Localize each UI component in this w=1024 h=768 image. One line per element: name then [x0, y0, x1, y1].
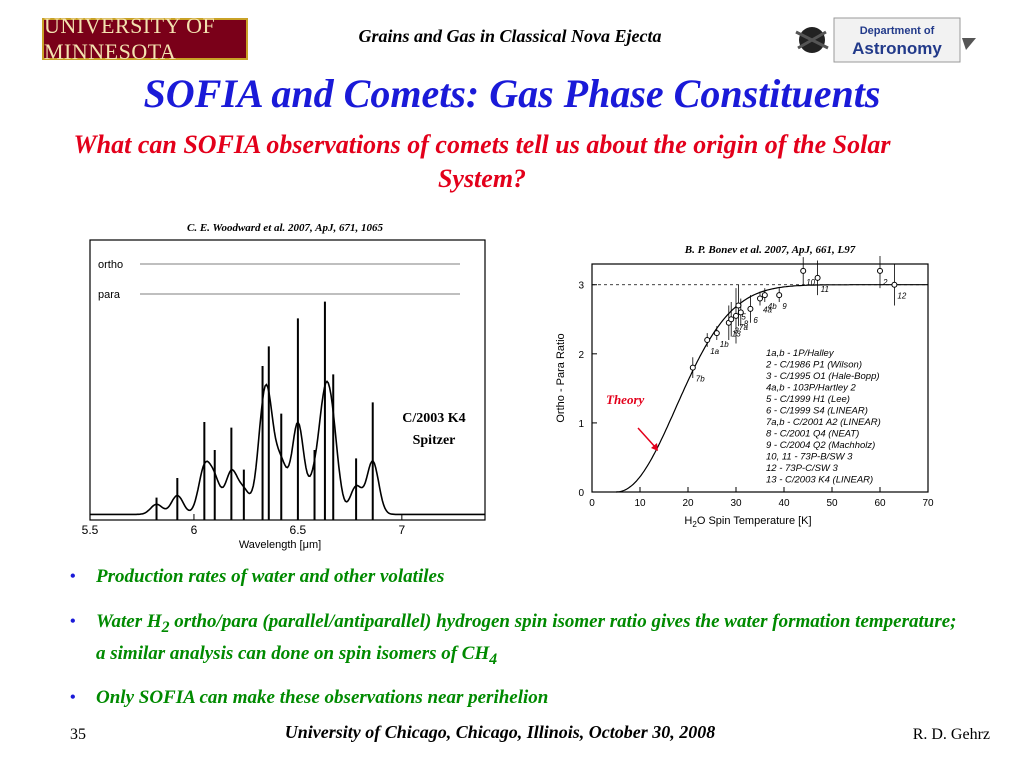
- ratio-data-point: [704, 337, 711, 343]
- footer-venue: University of Chicago, Chicago, Illinois…: [284, 722, 716, 742]
- bullet-icon: •: [70, 689, 76, 706]
- spectrum-row-label: ortho: [98, 259, 123, 271]
- ratio-legend-entry: 9 - C/2004 Q2 (Machholz): [766, 440, 875, 451]
- spectrum-annotation: C/2003 K4 Spitzer: [384, 408, 484, 452]
- ratio-legend-entry: 4a,b - 103P/Hartley 2: [766, 383, 856, 394]
- bullet-icon: •: [70, 568, 76, 585]
- ratio-x-tick-label: 60: [874, 498, 886, 509]
- ratio-point-label: 8: [744, 319, 749, 328]
- ratio-point-label: 13: [732, 330, 741, 339]
- header-title: Grains and Gas in Classical Nova Ejecta: [358, 26, 662, 46]
- spectrum-chart: ortho para 5.5 6 6.5 7 Wavelength [μm]: [82, 239, 486, 551]
- footer-author: R. D. Gehrz: [912, 726, 990, 743]
- ratio-legend-entry: 2 - C/1986 P1 (Wilson): [765, 360, 862, 371]
- ratio-legend-entry: 8 - C/2001 Q4 (NEAT): [766, 429, 859, 440]
- ratio-point-label: 7b: [696, 375, 705, 384]
- right-figure-citation: B. P. Bonev et al. 2007, ApJ, 661, L97: [684, 244, 856, 256]
- slide-title: SOFIA and Comets: Gas Phase Constituents: [143, 71, 881, 116]
- university-logo: UNIVERSITY OF MINNESOTA: [42, 13, 248, 64]
- ratio-point-label: 6: [753, 316, 758, 325]
- ratio-data-point: [728, 316, 735, 323]
- spectrum-x-tick-label: 6: [191, 523, 198, 537]
- ratio-point-label: 2: [882, 278, 888, 287]
- bullet-text: Water H2 ortho/para (parallel/antiparall…: [96, 611, 957, 668]
- ratio-data-point: [735, 302, 742, 309]
- left-figure-citation: C. E. Woodward et al. 2007, ApJ, 671, 10…: [187, 222, 383, 234]
- ratio-data-point: [689, 364, 696, 371]
- ratio-legend-entry: 6 - C/1999 S4 (LINEAR): [766, 406, 868, 417]
- ratio-y-tick-label: 3: [578, 281, 584, 292]
- ratio-point-label: 7a: [739, 323, 748, 332]
- ratio-x-tick-label: 0: [589, 498, 595, 509]
- ratio-data-point: [800, 267, 807, 274]
- logo-line1: Department of: [860, 25, 935, 37]
- ratio-y-axis-label: Ortho - Para Ratio: [555, 333, 567, 422]
- ratio-legend-entry: 13 - C/2003 K4 (LINEAR): [766, 475, 873, 486]
- spectrum-x-tick-label: 5.5: [82, 523, 99, 537]
- spectrum-x-tick-label: 7: [398, 523, 405, 537]
- ratio-legend-entry: 12 - 73P-C/SW 3: [766, 463, 839, 474]
- ratio-data-point: [747, 305, 754, 312]
- ratio-point-label: 10: [806, 278, 815, 287]
- spectrum-frame: [89, 239, 486, 521]
- university-logo-text: UNIVERSITY OF MINNESOTA: [44, 13, 216, 64]
- spectrum-x-axis-label: Wavelength [μm]: [239, 539, 321, 551]
- ratio-data-point: [877, 267, 883, 274]
- spectrum-x-tick-label: 6.5: [290, 523, 307, 537]
- ratio-x-axis-label: H2O Spin Temperature [K]: [684, 515, 811, 529]
- ratio-data-point: [733, 312, 739, 319]
- ratio-data-point: [761, 292, 768, 299]
- ratio-legend-entry: 7a,b - C/2001 A2 (LINEAR): [766, 417, 881, 428]
- ratio-point-label: 4a: [763, 306, 772, 315]
- theory-curve: [615, 284, 928, 493]
- ratio-x-tick-label: 40: [778, 498, 790, 509]
- ratio-data-point: [814, 274, 821, 281]
- ratio-data-point: [891, 281, 898, 288]
- ratio-point-label: 4b: [768, 302, 777, 311]
- ratio-data-point: [757, 295, 763, 302]
- spectrum-row-label: para: [98, 289, 121, 301]
- ratio-x-tick-label: 20: [682, 498, 694, 509]
- ratio-point-label: 11: [821, 285, 829, 294]
- astronomy-department-logo: Department of Astronomy: [790, 14, 980, 66]
- ratio-point-label: 1a: [710, 347, 719, 356]
- ratio-data-point: [713, 330, 720, 337]
- slide-number: 35: [70, 726, 86, 743]
- ratio-legend-entry: 1a,b - 1P/Halley: [766, 348, 835, 359]
- slide-subtitle: What can SOFIA observations of comets te…: [73, 130, 891, 193]
- ratio-x-tick-label: 70: [922, 498, 934, 509]
- ratio-x-tick-label: 30: [730, 498, 742, 509]
- bullet-icon: •: [70, 613, 76, 630]
- ratio-data-point: [776, 292, 783, 299]
- ratio-point-label: 1b: [720, 340, 729, 349]
- ratio-y-tick-label: 2: [578, 350, 584, 361]
- theory-arrow: [637, 427, 657, 449]
- ratio-point-label: 5: [741, 312, 746, 321]
- ratio-y-tick-label: 0: [578, 488, 584, 499]
- ratio-point-label: 9: [782, 302, 787, 311]
- ratio-point-label: 12: [897, 292, 906, 301]
- logo-line2: Astronomy: [852, 39, 942, 58]
- bullet-text: Only SOFIA can make these observations n…: [96, 687, 549, 708]
- bullet-text: Production rates of water and other vola…: [96, 566, 445, 587]
- spectrum-annotation-line1: C/2003 K4: [402, 411, 466, 426]
- ratio-legend-entry: 10, 11 - 73P-B/SW 3: [766, 452, 853, 463]
- telescope-icon: [962, 38, 976, 50]
- ratio-x-tick-label: 10: [634, 498, 646, 509]
- theory-label: Theory: [606, 392, 645, 407]
- spectrum-annotation-line2: Spitzer: [412, 433, 456, 448]
- ratio-frame: [591, 263, 929, 493]
- ratio-x-tick-label: 50: [826, 498, 838, 509]
- ratio-legend-entry: 5 - C/1999 H1 (Lee): [766, 394, 850, 405]
- ratio-legend-entry: 3 - C/1995 O1 (Hale-Bopp): [766, 371, 880, 382]
- ratio-point-label: 3: [734, 326, 739, 335]
- ratio-y-tick-label: 1: [578, 419, 584, 430]
